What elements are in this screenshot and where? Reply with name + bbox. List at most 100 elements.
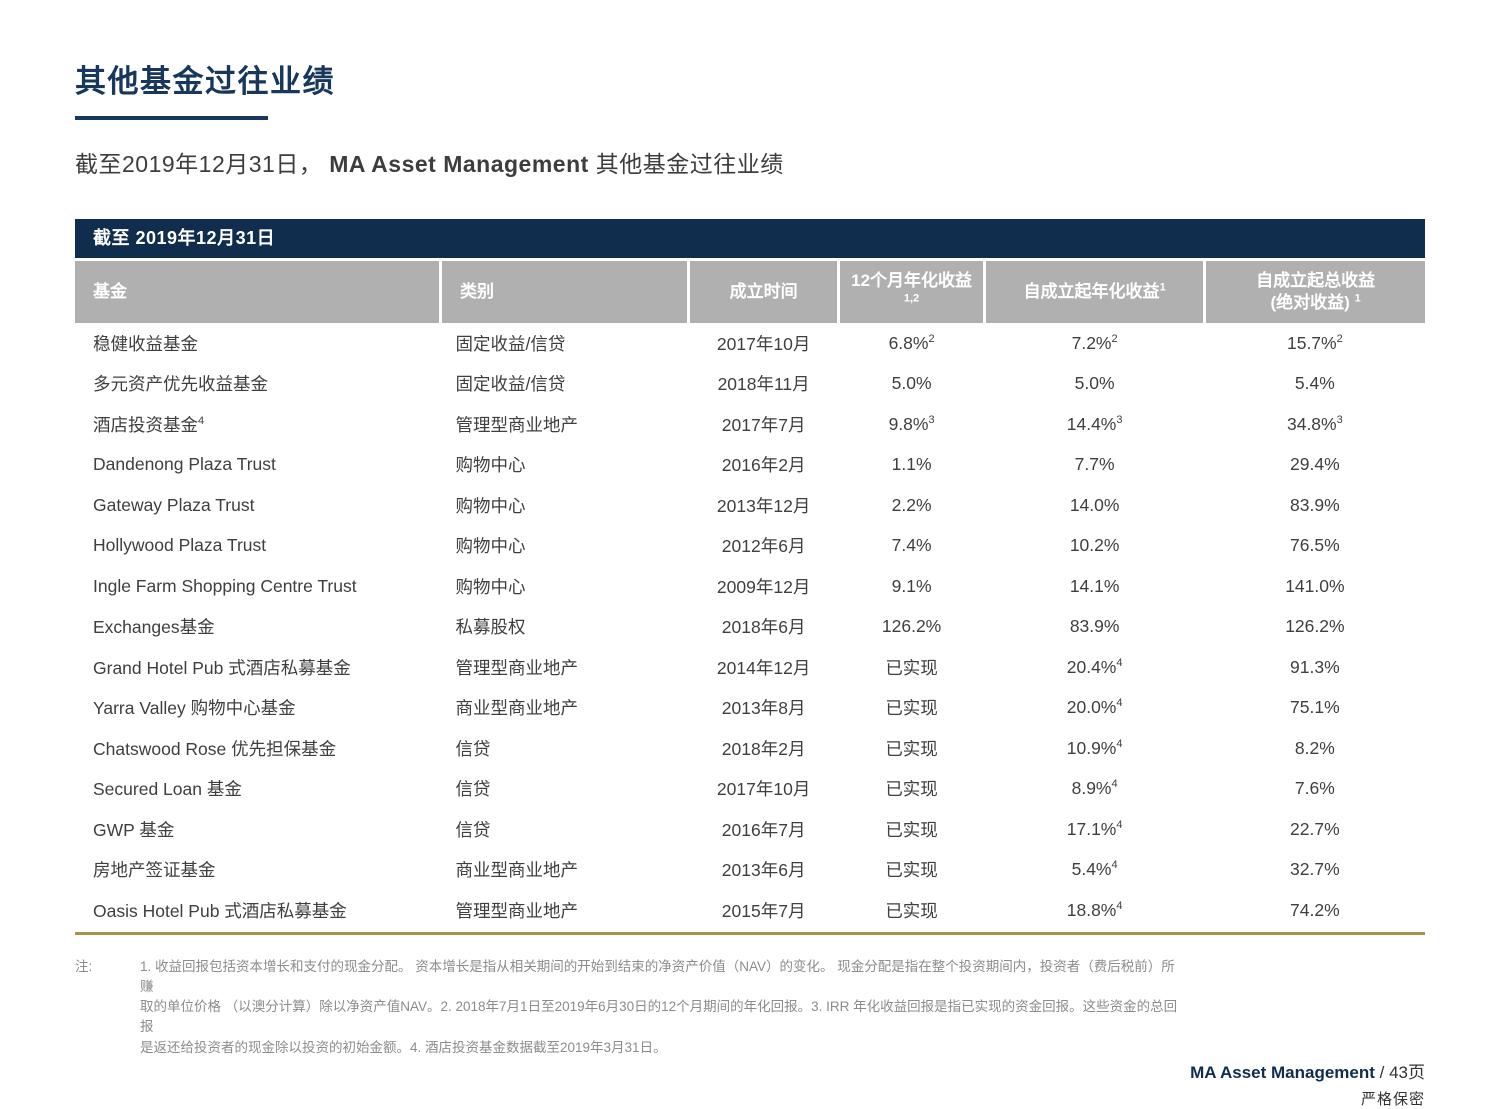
return-annualized-cell: 7.7% xyxy=(1074,454,1115,475)
inception-cell: 2012年6月 xyxy=(721,536,806,557)
table-row: Oasis Hotel Pub 式酒店私募基金 管理型商业地产 2015年7月 已实现… xyxy=(75,890,1425,931)
table-row: Ingle Farm Shopping Centre Trust 购物中心 2009… xyxy=(75,566,1425,607)
column-header-annualized-return: 自成立起年化收益1 xyxy=(983,261,1205,323)
return-12m-cell: 6.8%2 xyxy=(888,332,935,353)
inception-cell: 2018年2月 xyxy=(721,738,806,759)
fund-cell: GWP 基金 xyxy=(93,819,175,840)
category-cell: 信贷 xyxy=(455,738,491,759)
return-total-cell: 34.8%3 xyxy=(1286,413,1343,434)
return-annualized-cell: 10.9%4 xyxy=(1066,737,1123,758)
fund-cell: Gateway Plaza Trust xyxy=(93,494,255,515)
table-row: Yarra Valley 购物中心基金 商业型商业地产 2013年8月 已实现 20.0… xyxy=(75,688,1425,729)
column-header-fund: 基金 xyxy=(75,261,441,323)
title-underline xyxy=(75,116,268,120)
return-12m-cell: 已实现 xyxy=(885,860,938,881)
footnote-line: 1. 收益回报包括资本增长和支付的现金分配。 资本增长是指从相关期间的开始到结束… xyxy=(140,958,1175,994)
table-row: 多元资产优先收益基金 固定收益/信贷 2018年11月 5.0% 5.0% 5.4% xyxy=(75,364,1425,405)
footnotes: 注: 1. 收益回报包括资本增长和支付的现金分配。 资本增长是指从相关期间的开始… xyxy=(75,957,1425,1058)
return-total-cell: 76.5% xyxy=(1290,535,1340,556)
subtitle-prefix: 截至2019年12月31日， xyxy=(75,151,330,177)
return-12m-cell: 9.1% xyxy=(891,575,932,596)
table-header: 基金 类别 成立时间 12个月年化收益1,2 自成立起年化收益1 自成立起总收益… xyxy=(75,261,1425,323)
table-row: Hollywood Plaza Trust 购物中心 2012年6月 7.4% 10.2… xyxy=(75,526,1425,567)
return-annualized-cell: 14.1% xyxy=(1069,575,1120,596)
fund-cell: Grand Hotel Pub 式酒店私募基金 xyxy=(93,657,351,678)
category-cell: 管理型商业地产 xyxy=(455,414,578,435)
footer-page-number: / 43页 xyxy=(1374,1062,1425,1082)
return-total-cell: 75.1% xyxy=(1290,697,1340,718)
return-annualized-cell: 8.9%4 xyxy=(1071,778,1118,799)
table-banner-label: 截至 2019年12月31日 xyxy=(93,228,276,248)
return-annualized-cell: 7.2%2 xyxy=(1071,332,1118,353)
return-total-cell: 91.3% xyxy=(1290,656,1340,677)
category-cell: 购物中心 xyxy=(455,536,526,557)
return-12m-cell: 5.0% xyxy=(891,373,932,394)
return-total-cell: 32.7% xyxy=(1290,859,1340,880)
return-12m-cell: 2.2% xyxy=(891,494,932,515)
return-12m-cell: 7.4% xyxy=(891,535,932,556)
return-total-cell: 15.7%2 xyxy=(1286,332,1343,353)
subtitle-suffix: 其他基金过往业绩 xyxy=(588,151,784,177)
return-annualized-cell: 20.4%4 xyxy=(1066,656,1123,677)
category-cell: 购物中心 xyxy=(455,495,526,516)
column-header-category: 类别 xyxy=(438,261,689,323)
category-cell: 购物中心 xyxy=(455,576,526,597)
return-annualized-cell: 14.4%3 xyxy=(1066,413,1123,434)
inception-cell: 2015年7月 xyxy=(721,900,806,921)
category-cell: 管理型商业地产 xyxy=(455,657,578,678)
table-row: Chatswood Rose 优先担保基金 信贷 2018年2月 已实现 10.9%4 8… xyxy=(75,728,1425,769)
category-cell: 信贷 xyxy=(455,819,491,840)
fund-cell: Secured Loan 基金 xyxy=(93,779,242,800)
subtitle-brand: MA Asset Management xyxy=(329,151,589,177)
footnote-line: 是返还给投资者的现金除以投资的初始金额。4. 酒店投资基金数据截至2019年3月… xyxy=(140,1039,667,1055)
return-total-cell: 22.7% xyxy=(1290,818,1340,839)
return-12m-cell: 已实现 xyxy=(885,657,938,678)
performance-table: 基金 类别 成立时间 12个月年化收益1,2 自成立起年化收益1 自成立起总收益… xyxy=(75,261,1425,931)
category-cell: 购物中心 xyxy=(455,455,526,476)
return-total-cell: 5.4% xyxy=(1294,373,1335,394)
fund-cell: Hollywood Plaza Trust xyxy=(93,535,267,556)
footer-brand-page: MA Asset Management / 43页 xyxy=(75,1058,1425,1083)
return-12m-cell: 9.8%3 xyxy=(888,413,935,434)
return-total-cell: 8.2% xyxy=(1294,737,1335,758)
return-total-cell: 74.2% xyxy=(1290,899,1340,920)
fund-cell: 稳健收益基金 xyxy=(93,333,198,354)
return-annualized-cell: 20.0%4 xyxy=(1066,697,1123,718)
table-row: Grand Hotel Pub 式酒店私募基金 管理型商业地产 2014年12月 已实… xyxy=(75,647,1425,688)
category-cell: 私募股权 xyxy=(455,617,526,638)
column-header-total-return: 自成立起总收益 (绝对收益) 1 xyxy=(1203,261,1425,323)
inception-cell: 2013年6月 xyxy=(721,860,806,881)
footnotes-label: 注: xyxy=(75,958,93,974)
table-row: Secured Loan 基金 信贷 2017年10月 已实现 8.9%4 7.6% xyxy=(75,769,1425,810)
subtitle: 截至2019年12月31日， MA Asset Management 其他基金过… xyxy=(75,145,1425,179)
column-header-inception: 成立时间 xyxy=(687,261,839,323)
return-annualized-cell: 5.0% xyxy=(1074,373,1115,394)
inception-cell: 2009年12月 xyxy=(716,576,811,597)
inception-cell: 2013年12月 xyxy=(716,495,811,516)
inception-cell: 2017年10月 xyxy=(716,333,811,354)
page-title: 其他基金过往业绩 xyxy=(75,64,335,99)
fund-cell: 多元资产优先收益基金 xyxy=(93,374,268,395)
table-body: 稳健收益基金 固定收益/信贷 2017年10月 6.8%2 7.2%2 15.7%2 多元资… xyxy=(75,323,1425,931)
inception-cell: 2018年11月 xyxy=(717,374,810,395)
fund-cell: Chatswood Rose 优先担保基金 xyxy=(93,738,337,759)
return-total-cell: 83.9% xyxy=(1290,494,1340,515)
table-header-row: 基金 类别 成立时间 12个月年化收益1,2 自成立起年化收益1 自成立起总收益… xyxy=(75,261,1425,323)
table-row: GWP 基金 信贷 2016年7月 已实现 17.1%4 22.7% xyxy=(75,809,1425,850)
fund-cell: 酒店投资基金4 xyxy=(93,414,205,435)
footnote-line: 取的单位价格 （以澳分计算）除以净资产值NAV。2. 2018年7月1日至201… xyxy=(140,999,1178,1035)
return-annualized-cell: 18.8%4 xyxy=(1066,899,1123,920)
return-annualized-cell: 10.2% xyxy=(1069,535,1120,556)
inception-cell: 2017年7月 xyxy=(721,414,806,435)
column-header-12m-return: 12个月年化收益1,2 xyxy=(837,261,985,323)
category-cell: 管理型商业地产 xyxy=(455,900,578,921)
return-total-cell: 7.6% xyxy=(1294,778,1335,799)
return-12m-cell: 已实现 xyxy=(885,698,938,719)
fund-cell: Yarra Valley 购物中心基金 xyxy=(93,698,296,719)
category-cell: 信贷 xyxy=(455,779,491,800)
return-total-cell: 29.4% xyxy=(1290,454,1340,475)
inception-cell: 2018年6月 xyxy=(721,617,806,638)
table-banner: 截至 2019年12月31日 xyxy=(75,219,1425,258)
footer-brand: MA Asset Management xyxy=(1190,1062,1375,1082)
